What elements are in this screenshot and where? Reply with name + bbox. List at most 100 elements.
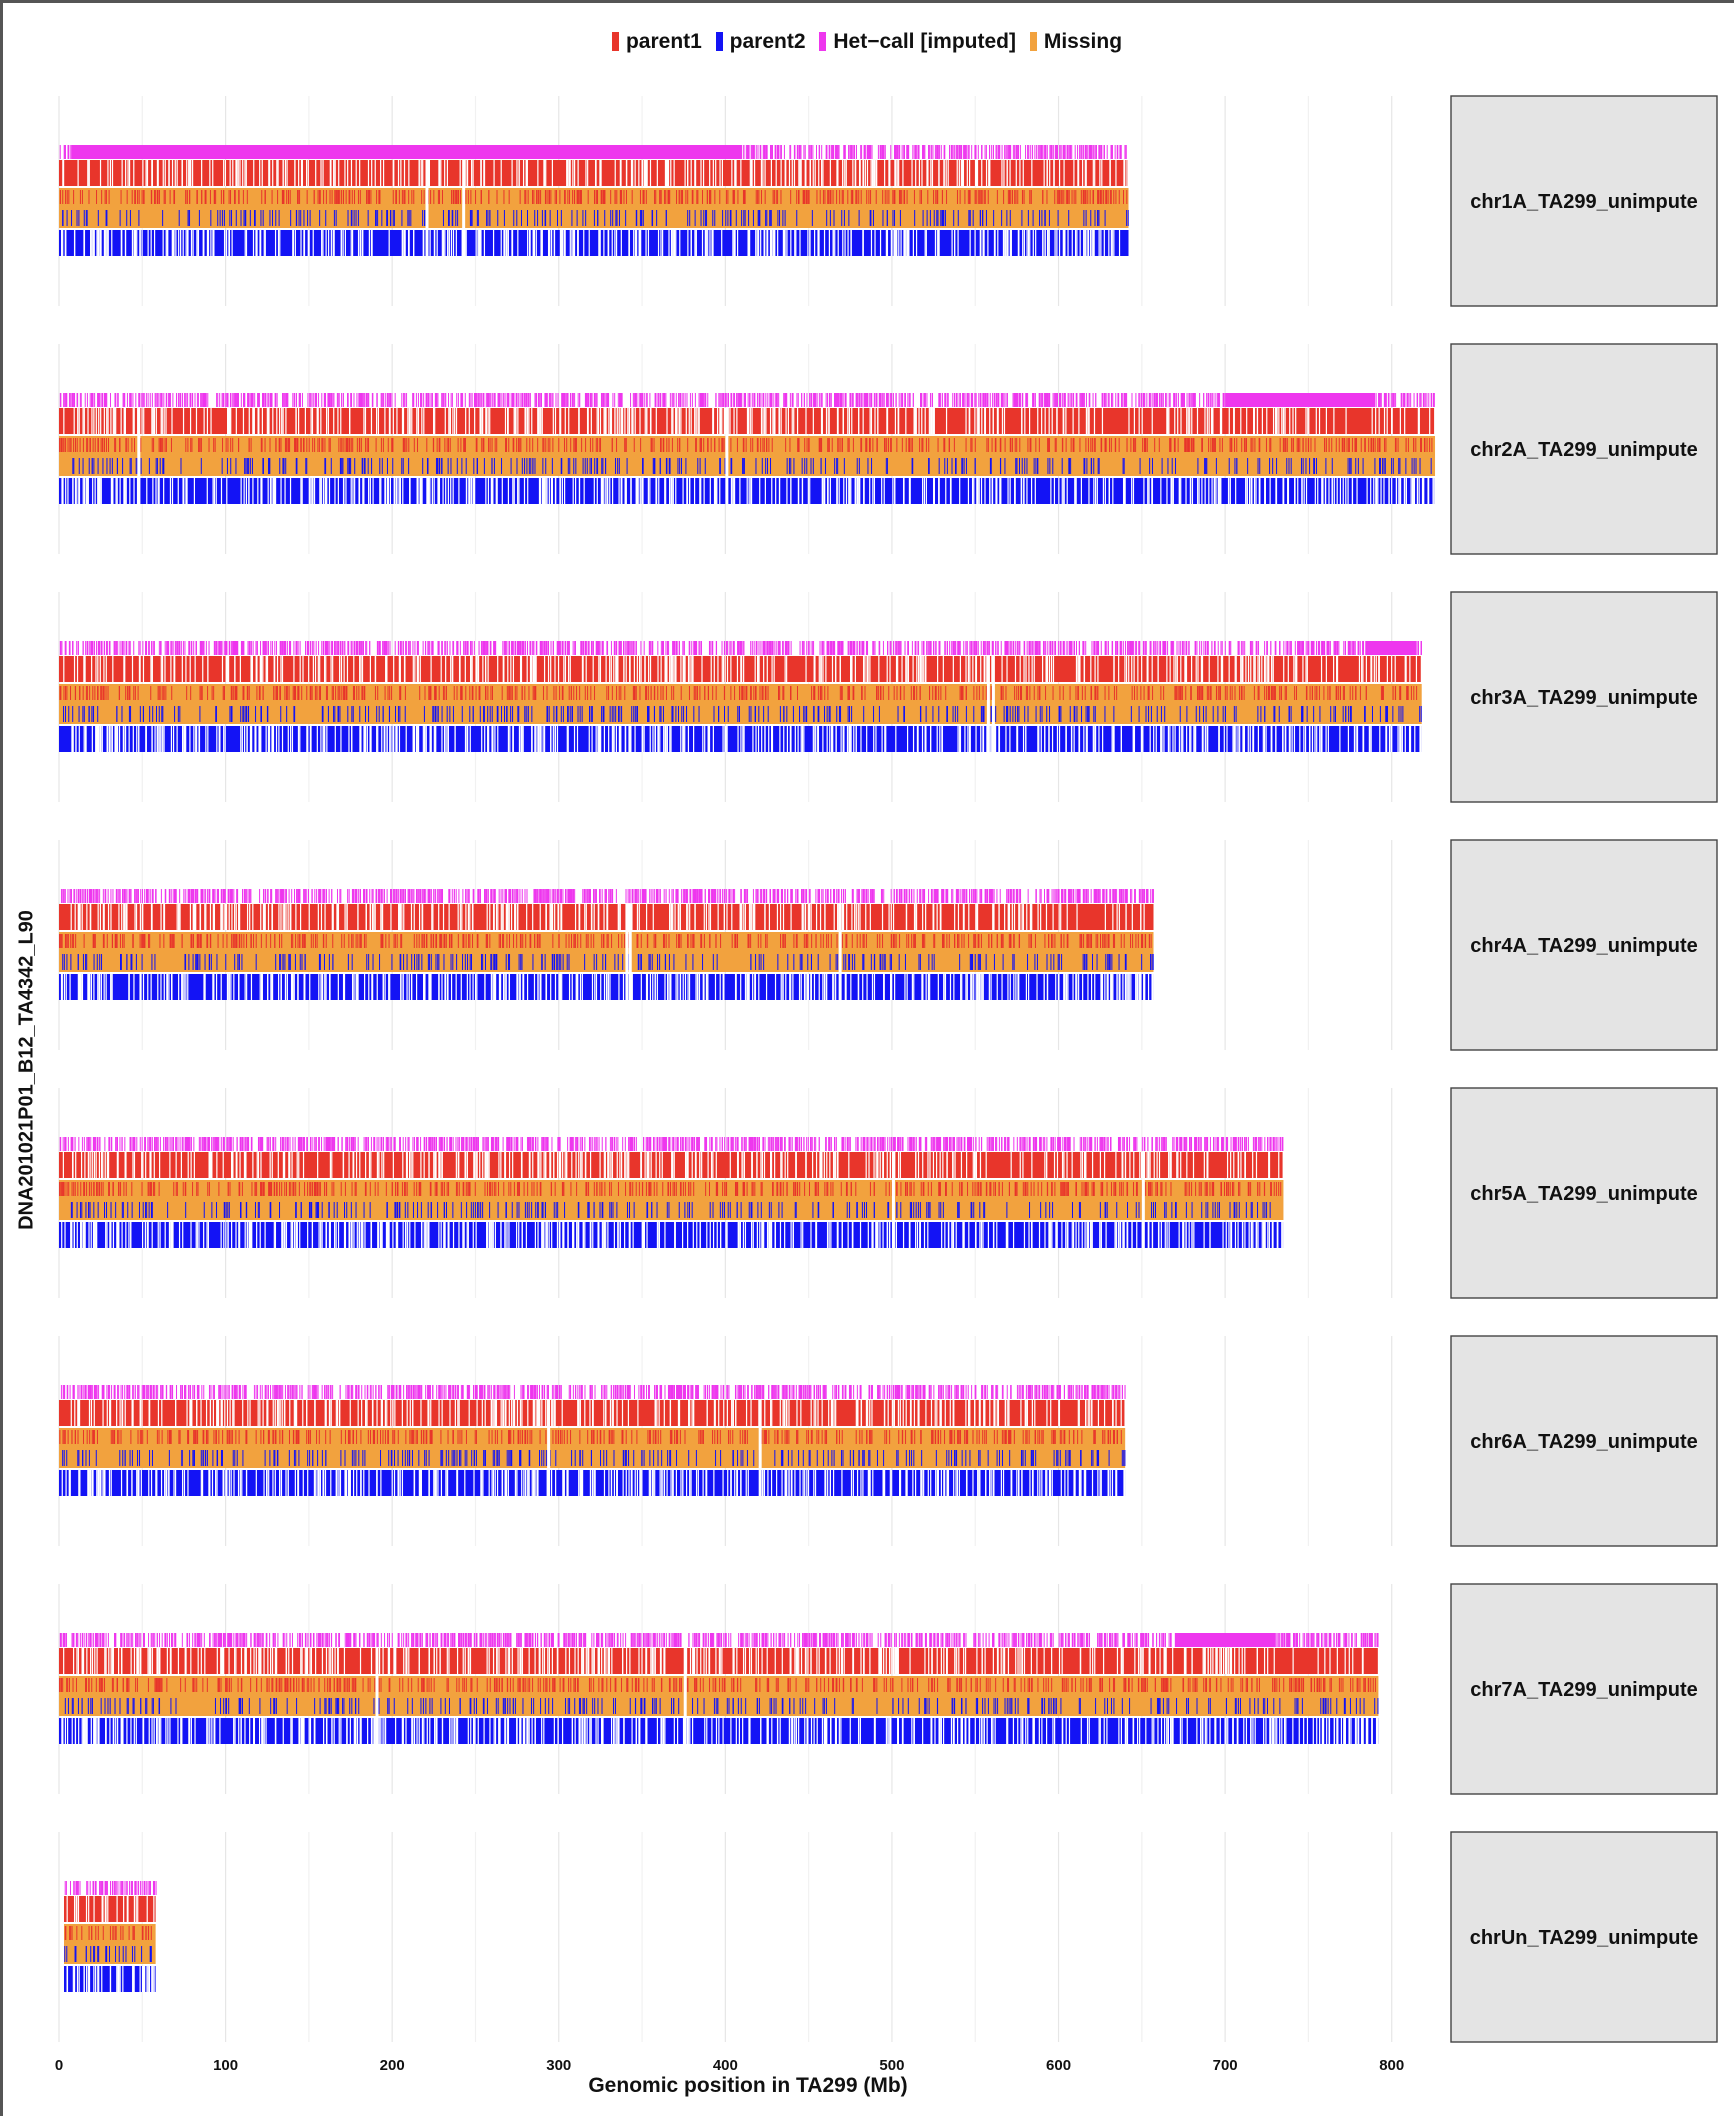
- parent2-mark: [1128, 210, 1129, 226]
- parent2-break: [74, 230, 75, 256]
- parent2-break: [1412, 478, 1413, 504]
- parent1-mark: [1298, 438, 1299, 452]
- het-call-mark: [635, 393, 636, 407]
- parent1-mark: [67, 190, 68, 204]
- parent2-break: [107, 230, 108, 256]
- parent2-break: [1270, 478, 1271, 504]
- parent1-mark: [1094, 438, 1095, 452]
- het-call-mark: [179, 393, 180, 407]
- parent1-break: [283, 160, 284, 186]
- parent2-break: [1029, 230, 1030, 256]
- parent1-mark: [1003, 190, 1004, 204]
- parent1-mark: [1178, 438, 1179, 452]
- parent2-break: [1160, 478, 1161, 504]
- parent1-mark: [239, 190, 240, 204]
- parent2-mark: [122, 458, 123, 474]
- parent1-break: [981, 160, 982, 186]
- parent2-mark: [1069, 458, 1070, 474]
- parent2-break: [758, 230, 759, 256]
- het-call-mark: [760, 145, 761, 159]
- parent1-break: [1233, 408, 1234, 434]
- parent1-break: [703, 160, 704, 186]
- parent2-mark: [604, 210, 605, 226]
- parent1-mark: [279, 438, 280, 452]
- parent2-break: [968, 478, 969, 504]
- het-call-mark: [1115, 145, 1116, 159]
- het-call-mark: [364, 393, 365, 407]
- parent2-mark: [347, 458, 348, 474]
- parent2-break: [186, 478, 187, 504]
- parent1-break: [452, 408, 453, 434]
- het-call-mark: [744, 145, 745, 159]
- het-call-mark: [444, 393, 445, 407]
- parent2-mark: [1026, 458, 1027, 474]
- het-call-mark: [992, 393, 993, 407]
- het-call-mark: [814, 393, 815, 407]
- parent1-break: [1099, 160, 1100, 186]
- parent2-break: [1084, 230, 1085, 256]
- parent1-mark: [892, 190, 893, 204]
- parent2-break: [926, 478, 927, 504]
- parent1-mark: [152, 438, 153, 452]
- parent1-mark: [465, 190, 466, 204]
- het-call-mark: [127, 393, 128, 407]
- parent1-mark: [1072, 190, 1073, 204]
- het-call-mark: [1075, 145, 1076, 159]
- parent2-break: [125, 230, 126, 256]
- parent2-break: [413, 230, 414, 256]
- parent1-break: [1387, 408, 1388, 434]
- parent1-break: [472, 160, 473, 186]
- parent2-break: [872, 478, 873, 504]
- parent1-break: [371, 408, 372, 434]
- het-call-mark: [896, 393, 897, 407]
- parent2-break: [621, 478, 622, 504]
- parent2-break: [850, 478, 851, 504]
- het-call-mark: [939, 393, 940, 407]
- parent1-mark: [458, 438, 459, 452]
- parent2-break: [731, 478, 732, 504]
- het-call-mark: [368, 393, 369, 407]
- het-call-mark: [1381, 393, 1382, 407]
- parent1-mark: [547, 190, 548, 204]
- parent2-mark: [617, 210, 618, 226]
- parent2-break: [1331, 478, 1332, 504]
- parent1-break: [285, 160, 286, 186]
- parent1-break: [390, 408, 391, 434]
- parent1-mark: [829, 438, 830, 452]
- parent2-mark: [821, 458, 822, 474]
- parent1-mark: [707, 190, 708, 204]
- parent1-break: [860, 160, 861, 186]
- parent2-mark: [279, 210, 280, 226]
- parent1-break: [1054, 160, 1055, 186]
- het-call-mark: [736, 393, 737, 407]
- parent2-break: [1180, 478, 1181, 504]
- parent2-break: [207, 230, 208, 256]
- parent2-break: [100, 230, 101, 256]
- parent2-mark: [802, 458, 803, 474]
- parent2-mark: [945, 210, 946, 226]
- parent2-break: [1059, 230, 1060, 256]
- het-call-mark: [797, 145, 798, 159]
- het-call-mark: [155, 393, 156, 407]
- parent2-break: [1058, 478, 1059, 504]
- parent1-mark: [537, 190, 538, 204]
- parent2-break: [1343, 478, 1344, 504]
- het-call-mark: [826, 393, 827, 407]
- parent1-mark: [610, 190, 611, 204]
- parent1-break: [1305, 408, 1306, 434]
- parent2-break: [924, 478, 925, 504]
- parent2-mark: [542, 210, 543, 226]
- parent2-mark: [126, 210, 127, 226]
- parent2-break: [61, 478, 62, 504]
- parent2-break: [855, 478, 856, 504]
- parent1-mark: [392, 438, 393, 452]
- het-call-mark: [540, 393, 541, 407]
- parent1-mark: [348, 438, 349, 452]
- parent2-break: [512, 478, 513, 504]
- het-call-mark: [826, 145, 827, 159]
- het-call-mark: [606, 393, 607, 407]
- parent2-break: [1228, 478, 1229, 504]
- parent2-mark: [358, 210, 359, 226]
- het-call-mark: [990, 393, 991, 407]
- parent2-break: [602, 478, 603, 504]
